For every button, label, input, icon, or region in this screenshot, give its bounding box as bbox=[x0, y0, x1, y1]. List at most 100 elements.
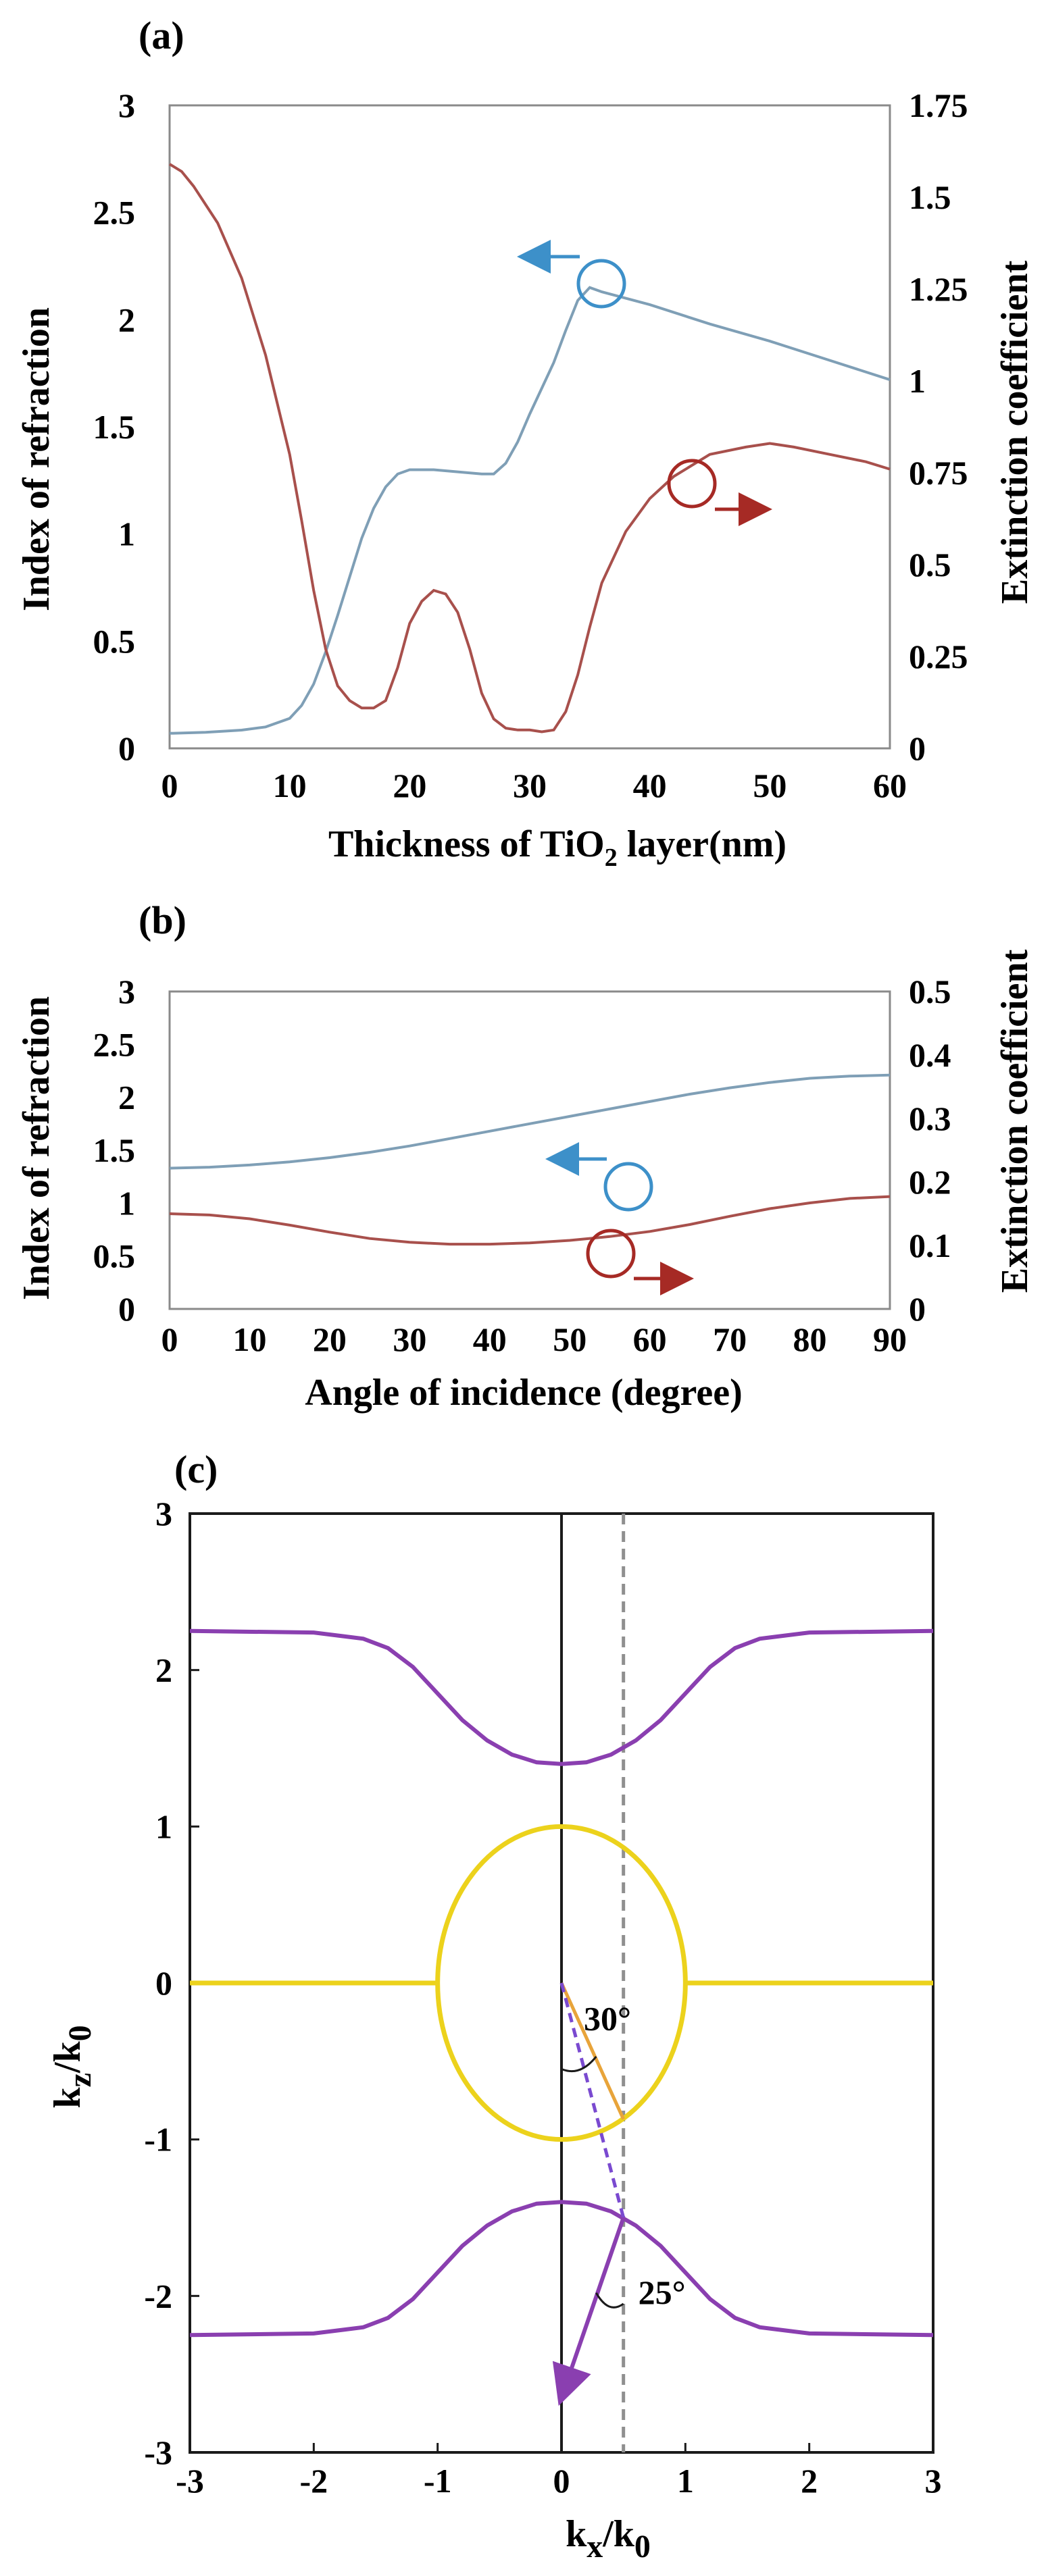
extinction-coefficient-line-b bbox=[169, 1195, 891, 1246]
y-tick-label: -1 bbox=[144, 2121, 172, 2159]
y-right-tick-label: 0.4 bbox=[909, 1036, 951, 1074]
x-tick-label: 10 bbox=[232, 1320, 266, 1358]
y-left-tick-label: 1 bbox=[118, 515, 135, 553]
panel-a-label: (a) bbox=[139, 14, 184, 57]
y-right-tick-label: 1.25 bbox=[909, 270, 968, 308]
x-tick-label: -1 bbox=[424, 2462, 452, 2500]
incident-ray bbox=[559, 1982, 625, 2120]
x-tick-label: 3 bbox=[925, 2462, 942, 2500]
panel-a-x-ticks: 0 10 20 30 40 50 60 bbox=[161, 767, 907, 804]
y-left-tick-label: 3 bbox=[118, 86, 135, 124]
panel-b-series bbox=[169, 1073, 891, 1246]
panel-a-y-right-ticks: 0 0.25 0.5 0.75 1 1.25 1.5 1.75 bbox=[909, 86, 968, 767]
refracted-wavevector bbox=[559, 1982, 626, 2219]
y-right-tick-label: 1.75 bbox=[909, 86, 968, 124]
x-tick-label: 0 bbox=[553, 2462, 570, 2500]
panel-c-y-ticks: -3 -2 -1 0 1 2 3 bbox=[144, 1495, 199, 2471]
x-tick-label: 0 bbox=[161, 1320, 178, 1358]
panel-b-y-left-ticks: 0 0.5 1 1.5 2 2.5 3 bbox=[93, 973, 136, 1328]
panel-c-label: (c) bbox=[174, 1447, 218, 1491]
upper-dispersion-curve bbox=[189, 1628, 934, 1766]
y-left-tick-label: 1.5 bbox=[93, 1131, 136, 1169]
panel-b-markers bbox=[545, 1142, 694, 1295]
panel-c-ylabel: kz/k0 bbox=[47, 2025, 98, 2108]
panel-b-label: (b) bbox=[139, 898, 186, 942]
y-tick-label: 3 bbox=[155, 1495, 172, 1532]
x-tick-label: 50 bbox=[553, 1320, 587, 1358]
blue-ring-marker bbox=[576, 259, 626, 309]
panel-a-xlabel: Thickness of TiO2 layer(nm) bbox=[328, 823, 787, 872]
y-left-tick-label: 0 bbox=[118, 729, 135, 767]
panel-a-frame bbox=[168, 104, 891, 750]
y-tick-label: 0 bbox=[155, 1964, 172, 2002]
y-right-tick-label: 1 bbox=[909, 362, 926, 400]
index-of-refraction-line-b bbox=[169, 1073, 891, 1170]
y-right-tick-label: 0.5 bbox=[909, 546, 951, 584]
y-right-tick-label: 0 bbox=[909, 729, 926, 767]
x-tick-label: 1 bbox=[677, 2462, 694, 2500]
x-tick-label: 10 bbox=[273, 767, 307, 804]
y-right-tick-label: 1.5 bbox=[909, 178, 951, 216]
panel-c-xlabel: kx/k0 bbox=[566, 2513, 651, 2565]
y-left-tick-label: 2.5 bbox=[93, 194, 136, 232]
y-tick-label: -3 bbox=[144, 2433, 172, 2471]
y-right-tick-label: 0.3 bbox=[909, 1100, 951, 1137]
y-left-tick-label: 2 bbox=[118, 1079, 135, 1116]
extinction-coefficient-line bbox=[168, 163, 891, 733]
y-right-tick-label: 0.25 bbox=[909, 638, 968, 675]
y-left-tick-label: 0.5 bbox=[93, 1237, 136, 1275]
x-tick-label: 50 bbox=[753, 767, 787, 804]
y-right-tick-label: 0.5 bbox=[909, 973, 951, 1010]
panel-a-ylabel-right: Extinction coefficient bbox=[994, 260, 1036, 604]
x-tick-label: 70 bbox=[713, 1320, 747, 1358]
angle-arc-30 bbox=[561, 2055, 597, 2073]
y-right-tick-label: 0.1 bbox=[909, 1227, 951, 1264]
y-right-tick-label: 0.75 bbox=[909, 454, 968, 492]
red-ring-marker bbox=[667, 459, 717, 509]
panel-b-y-right-ticks: 0 0.1 0.2 0.3 0.4 0.5 bbox=[909, 973, 951, 1328]
y-left-tick-label: 2 bbox=[118, 301, 135, 338]
angle-arc-25 bbox=[595, 2292, 624, 2309]
x-tick-label: 30 bbox=[513, 767, 547, 804]
x-tick-label: 60 bbox=[873, 767, 907, 804]
blue-ring-marker-b bbox=[603, 1162, 653, 1212]
panel-b-x-ticks: 0 10 20 30 40 50 60 70 80 90 bbox=[161, 1320, 907, 1358]
y-tick-label: -2 bbox=[144, 2277, 172, 2315]
angle-label-25: 25° bbox=[639, 2273, 686, 2311]
x-tick-label: 40 bbox=[473, 1320, 507, 1358]
panel-c: (c) kz/k0 kx/k0 -3 -2 -1 0 1 2 3 -3 -2 -1 0 1 2 3 30… bbox=[47, 1447, 942, 2565]
y-left-tick-label: 1.5 bbox=[93, 408, 136, 446]
y-right-tick-label: 0.2 bbox=[909, 1163, 951, 1201]
panel-b-ylabel-left: Index of refraction bbox=[16, 996, 57, 1300]
angle-label-30: 30° bbox=[584, 2000, 631, 2038]
y-left-tick-label: 2.5 bbox=[93, 1025, 136, 1063]
x-tick-label: 0 bbox=[161, 767, 178, 804]
panel-c-x-ticks: -3 -2 -1 0 1 2 3 bbox=[176, 2443, 942, 2500]
red-ring-marker-b bbox=[586, 1229, 636, 1279]
energy-flow-arrow bbox=[552, 2217, 626, 2406]
x-tick-label: -2 bbox=[300, 2462, 328, 2500]
index-of-refraction-line bbox=[169, 286, 891, 735]
panel-b-xlabel: Angle of incidence (degree) bbox=[305, 1372, 742, 1414]
x-tick-label: 30 bbox=[393, 1320, 426, 1358]
x-tick-label: -3 bbox=[176, 2462, 204, 2500]
panel-b-ylabel-right: Extinction coefficient bbox=[994, 949, 1036, 1293]
panel-b: (b) Index of refraction Extinction coeff… bbox=[16, 898, 1036, 1414]
x-tick-label: 80 bbox=[793, 1320, 827, 1358]
x-tick-label: 40 bbox=[633, 767, 667, 804]
panel-a-series bbox=[168, 163, 891, 735]
x-tick-label: 90 bbox=[873, 1320, 907, 1358]
x-tick-label: 20 bbox=[313, 1320, 347, 1358]
y-left-tick-label: 0 bbox=[118, 1290, 135, 1328]
y-left-tick-label: 3 bbox=[118, 973, 135, 1010]
x-tick-label: 2 bbox=[801, 2462, 818, 2500]
panel-b-frame bbox=[168, 990, 891, 1310]
panel-a-y-left-ticks: 0 0.5 1 1.5 2 2.5 3 bbox=[93, 86, 136, 767]
panel-a-ylabel-left: Index of refraction bbox=[16, 307, 57, 611]
y-tick-label: 1 bbox=[155, 1807, 172, 1845]
panel-a: (a) Index of refraction Extinction coeff… bbox=[16, 14, 1036, 872]
x-tick-label: 60 bbox=[633, 1320, 667, 1358]
x-tick-label: 20 bbox=[393, 767, 426, 804]
y-tick-label: 2 bbox=[155, 1651, 172, 1689]
